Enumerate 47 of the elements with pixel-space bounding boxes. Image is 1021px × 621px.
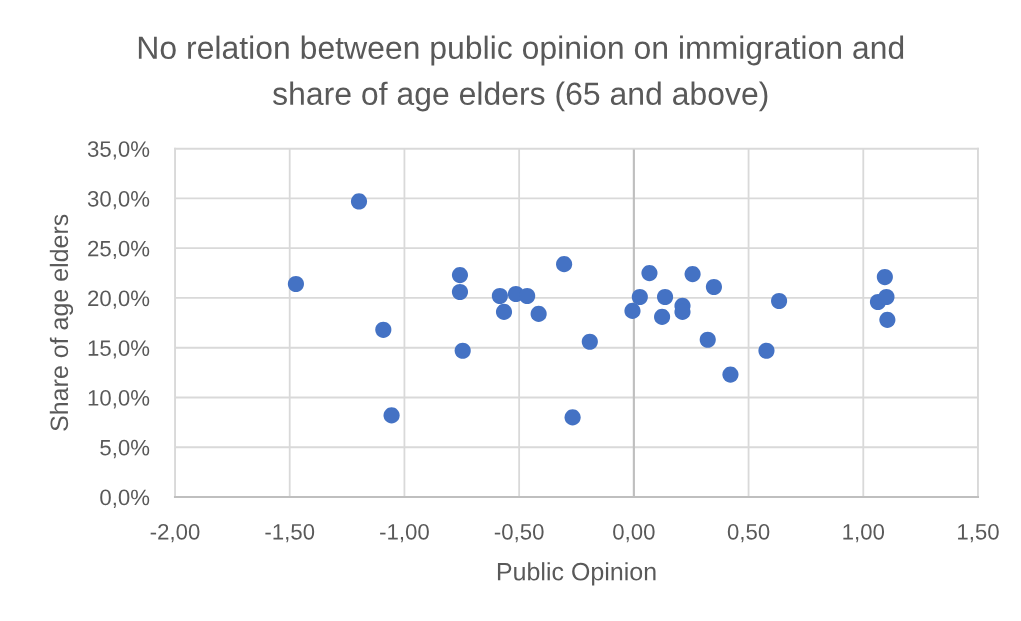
x-tick-label: 1,50 [958, 523, 999, 543]
y-tick-label: 10,0% [88, 390, 150, 409]
point [556, 256, 573, 273]
point [641, 265, 658, 282]
point [491, 287, 508, 305]
x-tick-label: -0,50 [494, 523, 544, 543]
point [878, 288, 895, 306]
y-tick-label: 15,0% [88, 340, 150, 359]
chart-title: No relation between public opinion on immigration and share of age elders (65 and above) [138, 35, 904, 112]
x-tick-label: 0,50 [727, 523, 770, 543]
point [350, 193, 368, 210]
y-tick-label: 25,0% [88, 240, 150, 260]
x-tick-label: -1,00 [380, 523, 429, 543]
point [383, 407, 400, 424]
point [654, 308, 671, 325]
point [564, 409, 581, 426]
point [684, 266, 701, 283]
point [375, 321, 392, 338]
point [758, 342, 775, 359]
point [771, 292, 788, 310]
x-tick-label: -2,00 [150, 523, 200, 543]
point [631, 288, 648, 306]
y-axis-title: Share of age elders [49, 214, 74, 431]
point [722, 366, 739, 383]
x-tick-label: 1,00 [843, 523, 885, 543]
point [624, 302, 641, 319]
x-axis-title: Public Opinion [497, 562, 656, 586]
point [530, 305, 547, 322]
point [495, 303, 513, 320]
point [451, 283, 469, 301]
point [705, 278, 722, 296]
y-tick-label: 20,0% [88, 290, 150, 309]
point [876, 269, 893, 286]
y-tick-label: 5,0% [100, 439, 150, 459]
point [581, 333, 598, 350]
point [519, 287, 536, 305]
point [287, 275, 304, 293]
point [454, 342, 471, 359]
x-tick-label: 0,00 [613, 523, 655, 543]
x-tick-label: -1,50 [265, 523, 315, 543]
y-tick-label: 35,0% [87, 141, 150, 160]
point [451, 267, 469, 284]
y-tick-label: 0,0% [100, 489, 150, 508]
point [699, 331, 716, 348]
y-tick-label: 30,0% [87, 190, 150, 210]
point [879, 311, 896, 328]
point [656, 288, 674, 306]
